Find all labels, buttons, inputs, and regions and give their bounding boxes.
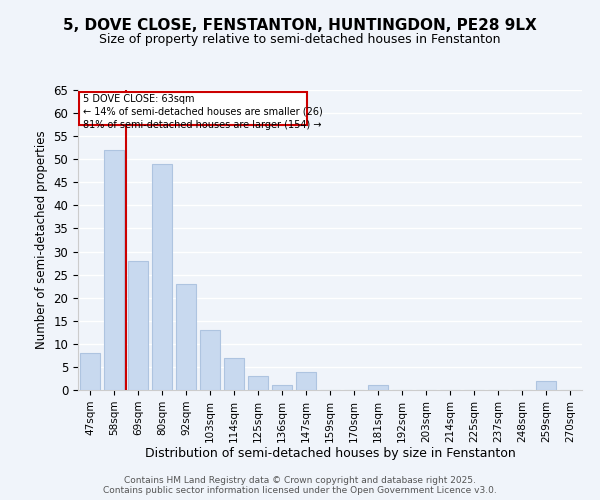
Bar	[296, 372, 316, 390]
FancyBboxPatch shape	[79, 92, 307, 124]
Bar	[248, 376, 268, 390]
Bar	[80, 353, 100, 390]
Bar	[536, 381, 556, 390]
Text: Contains public sector information licensed under the Open Government Licence v3: Contains public sector information licen…	[103, 486, 497, 495]
Bar	[224, 358, 244, 390]
Text: 5 DOVE CLOSE: 63sqm
← 14% of semi-detached houses are smaller (26)
81% of semi-d: 5 DOVE CLOSE: 63sqm ← 14% of semi-detach…	[83, 94, 323, 130]
X-axis label: Distribution of semi-detached houses by size in Fenstanton: Distribution of semi-detached houses by …	[145, 448, 515, 460]
Bar	[272, 386, 292, 390]
Text: Size of property relative to semi-detached houses in Fenstanton: Size of property relative to semi-detach…	[99, 32, 501, 46]
Bar	[368, 386, 388, 390]
Y-axis label: Number of semi-detached properties: Number of semi-detached properties	[35, 130, 48, 350]
Bar	[152, 164, 172, 390]
Text: Contains HM Land Registry data © Crown copyright and database right 2025.: Contains HM Land Registry data © Crown c…	[124, 476, 476, 485]
Bar	[104, 150, 124, 390]
Text: 5, DOVE CLOSE, FENSTANTON, HUNTINGDON, PE28 9LX: 5, DOVE CLOSE, FENSTANTON, HUNTINGDON, P…	[63, 18, 537, 32]
Bar	[200, 330, 220, 390]
Bar	[128, 261, 148, 390]
Bar	[176, 284, 196, 390]
